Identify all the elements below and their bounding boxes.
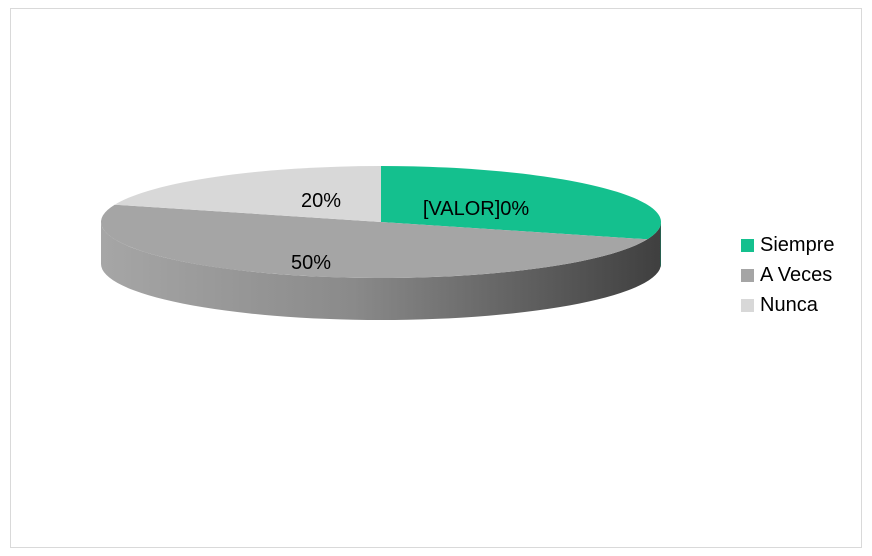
legend-swatch-siempre — [741, 238, 754, 252]
legend-item-nunca: Nunca — [741, 291, 834, 319]
pie-slice-siempre — [381, 166, 661, 240]
pie-slice-a-veces — [101, 204, 648, 279]
chart-area: [VALOR]0% 50% 20% Siempre A Veces Nunca — [10, 8, 862, 548]
data-label-a-veces: 50% — [291, 252, 331, 274]
legend-swatch-nunca — [741, 298, 754, 312]
data-label-nunca: 20% — [301, 190, 341, 212]
data-label-siempre: [VALOR]0% — [423, 198, 530, 220]
pie-chart: [VALOR]0% 50% 20% — [101, 166, 661, 320]
legend-swatch-a-veces — [741, 268, 754, 282]
legend-item-siempre: Siempre — [741, 231, 834, 259]
pie-slice-nunca — [114, 166, 382, 222]
legend-label-nunca: Nunca — [760, 293, 818, 316]
pie-side-edge-siempre — [660, 220, 661, 268]
legend-label-siempre: Siempre — [760, 233, 835, 256]
legend-label-a-veces: A Veces — [760, 263, 833, 286]
pie-side-wall — [101, 222, 661, 320]
legend-item-a-veces: A Veces — [741, 261, 834, 289]
legend: Siempre A Veces Nunca — [741, 231, 834, 321]
